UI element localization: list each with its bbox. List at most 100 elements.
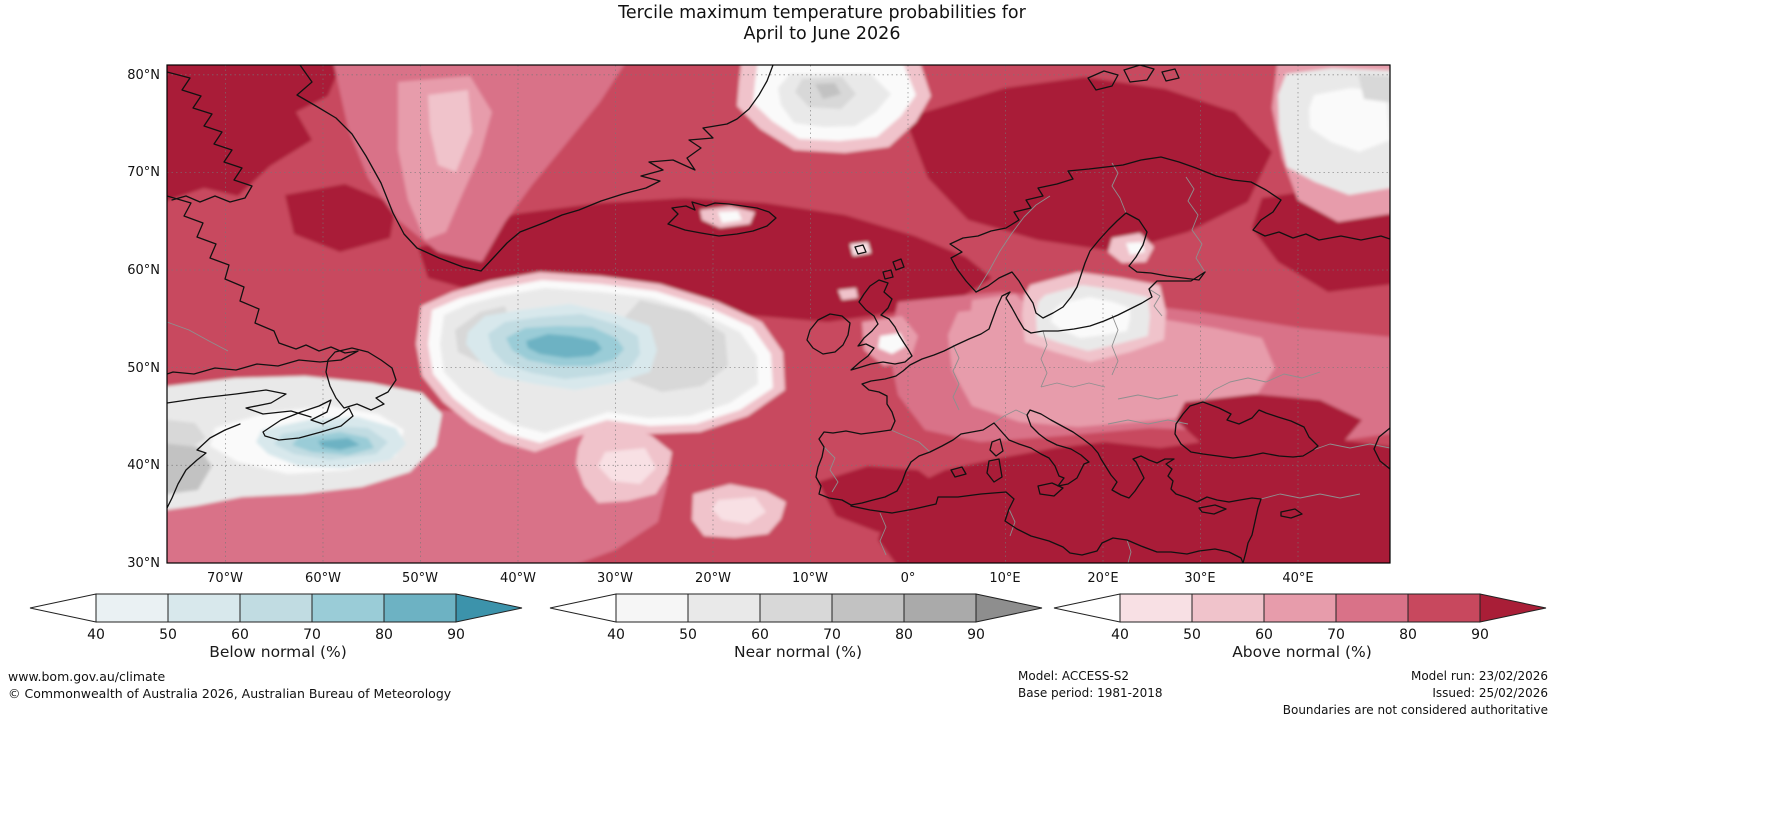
field-arctic-left-90 <box>167 65 342 201</box>
colorbar-tick: 40 <box>1111 627 1129 643</box>
footer-left: www.bom.gov.au/climate © Commonwealth of… <box>8 668 451 702</box>
colorbar-segment <box>615 593 689 623</box>
issued-date: Issued: 25/02/2026 <box>1432 686 1548 700</box>
colorbar-segment <box>831 593 905 623</box>
border-line <box>952 344 960 411</box>
border-line <box>1185 176 1206 273</box>
border-line <box>1126 539 1132 563</box>
gridlines <box>167 65 1390 563</box>
footer-model-info: Model: ACCESS-S2 Base period: 1981-2018 <box>1018 668 1163 702</box>
field-norwegian-sea-90 <box>905 77 1272 252</box>
newfoundland-coastline <box>325 347 397 411</box>
lon-label: 50°W <box>402 571 438 586</box>
lon-label: 10°E <box>989 571 1021 586</box>
colorbar-arrow-right <box>1479 593 1547 623</box>
colorbar-tick: 70 <box>303 627 321 643</box>
lon-label: 20°W <box>695 571 731 586</box>
model-run-date: Model run: 23/02/2026 <box>1410 669 1548 683</box>
border-line <box>1040 330 1048 388</box>
colorbar-tick: 60 <box>751 627 769 643</box>
field-topright-gray60 <box>1358 74 1390 103</box>
border-line <box>1148 288 1163 317</box>
field-iberia-south-90 <box>818 466 948 532</box>
lon-label: 0° <box>900 571 916 586</box>
colorbar-segment <box>383 593 457 623</box>
colorbar-above-normal: 40 50 60 70 80 90 <box>1053 593 1547 643</box>
field-denmark-60 <box>970 294 1032 336</box>
colorbar-tick: 50 <box>1183 627 1201 643</box>
colorbar-segment <box>1335 593 1409 623</box>
colorbar-tick: 50 <box>679 627 697 643</box>
country-borders <box>167 162 1390 563</box>
border-line <box>975 195 1051 293</box>
colorbar-segment <box>759 593 833 623</box>
lon-label: 40°W <box>500 571 536 586</box>
lat-label: 50°N <box>127 361 160 376</box>
field-baltic-white <box>1051 297 1130 338</box>
probability-field <box>167 65 1390 563</box>
copyright-text: © Commonwealth of Australia 2026, Austra… <box>8 686 452 701</box>
field-north-patch-gray70 <box>815 83 841 99</box>
colorbar-segment <box>1407 593 1481 623</box>
lat-label: 70°N <box>127 165 160 180</box>
gulf-stlawrence-coastline <box>167 389 312 418</box>
colorbar-segment <box>167 593 241 623</box>
colorbar-tick: 60 <box>1255 627 1273 643</box>
footer-run-info: Model run: 23/02/2026 Issued: 25/02/2026… <box>1180 668 1548 719</box>
border-line <box>167 321 229 352</box>
border-line <box>1040 382 1106 388</box>
colorbar-arrow-right <box>455 593 523 623</box>
colorbar-caption-below: Below normal (%) <box>209 643 347 661</box>
border-line <box>823 446 839 493</box>
field-mediterranean-90 <box>878 438 1390 563</box>
field-atlantic-blue-core <box>526 334 602 358</box>
colorbar-segment <box>311 593 385 623</box>
colorbar-segment <box>1263 593 1337 623</box>
border-line <box>993 409 1028 424</box>
caspian-coastline <box>1373 427 1390 470</box>
baffin-coastline <box>167 71 253 203</box>
us-east-coastline <box>167 423 241 509</box>
lon-label: 40°E <box>1282 571 1314 586</box>
field-labrador-sea-90 <box>285 184 396 252</box>
black-sea-coastline <box>1174 401 1319 459</box>
field-tail-40 <box>598 448 656 484</box>
lat-label: 80°N <box>127 68 160 83</box>
field-west-blue-core <box>318 438 360 450</box>
border-line <box>1111 314 1119 376</box>
lat-label: 40°N <box>127 458 160 473</box>
scandinavia-arctic-coastline <box>949 156 1390 293</box>
border-line <box>1265 371 1321 383</box>
colorbar-arrow-left <box>29 593 97 623</box>
model-name: Model: ACCESS-S2 <box>1018 669 1130 683</box>
greenland-coastline <box>296 65 774 272</box>
lon-label: 30°W <box>597 571 633 586</box>
colorbar-tick: 40 <box>87 627 105 643</box>
colorbar-tick: 80 <box>895 627 913 643</box>
labrador-coastline <box>167 195 359 375</box>
great-britain-coastline <box>850 279 913 371</box>
field-west-gray70 <box>167 443 212 495</box>
border-line <box>1107 419 1189 425</box>
iceland-coastline <box>667 201 777 237</box>
nova-scotia-coastline <box>262 399 354 441</box>
field-england-pale <box>878 333 906 354</box>
bom-climate-link[interactable]: www.bom.gov.au/climate <box>8 669 166 684</box>
colorbar-near-normal: 40 50 60 70 80 90 <box>549 593 1043 643</box>
colorbar-segment <box>95 593 169 623</box>
colorbar-arrow-left <box>549 593 617 623</box>
border-line <box>1260 493 1361 500</box>
border-line <box>1008 508 1016 537</box>
baltic-coastline <box>975 212 1206 319</box>
lat-label: 60°N <box>127 263 160 278</box>
colorbar-tick: 40 <box>607 627 625 643</box>
field-scotland-spot-50 <box>838 288 858 300</box>
boundaries-disclaimer: Boundaries are not considered authoritat… <box>1282 703 1548 717</box>
lon-label: 10°W <box>792 571 828 586</box>
colorbar-arrow-left <box>1053 593 1121 623</box>
colorbar-tick: 50 <box>159 627 177 643</box>
field-topright-white <box>1309 88 1390 152</box>
title-line2: April to June 2026 <box>743 24 901 44</box>
colorbar-segment <box>903 593 977 623</box>
colorbar-tick: 90 <box>1471 627 1489 643</box>
